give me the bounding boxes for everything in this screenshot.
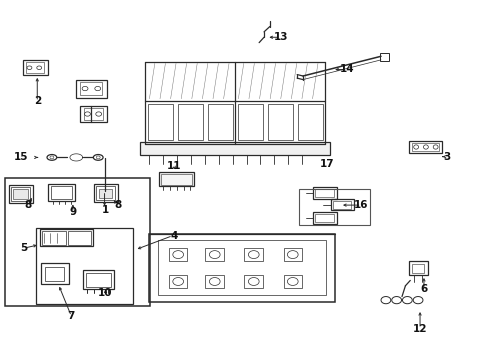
Text: 8: 8 [114,200,121,210]
Text: 10: 10 [98,288,113,298]
Bar [140,142,329,155]
Text: 14: 14 [339,64,353,74]
Text: 3: 3 [442,152,449,162]
Bar [168,248,187,261]
Bar [208,104,233,140]
Text: 5: 5 [20,243,28,253]
Bar [205,248,224,261]
Bar [244,275,263,288]
Bar [4,178,150,306]
Bar [299,189,369,225]
Bar [205,275,224,288]
Bar [160,174,192,185]
Bar [313,212,336,224]
Text: 9: 9 [69,207,76,217]
Bar [379,53,388,60]
Text: 15: 15 [14,152,28,162]
Bar [411,264,424,273]
Bar [83,108,103,120]
Bar [268,104,293,140]
Bar [99,189,112,198]
Text: 16: 16 [353,200,368,210]
Text: 6: 6 [420,284,427,294]
Bar [13,189,28,199]
Text: 4: 4 [170,231,177,240]
Bar [22,60,48,75]
Bar [76,80,106,98]
Text: 17: 17 [320,159,334,169]
Bar [82,270,114,289]
Bar [159,172,194,186]
Bar [408,261,427,275]
Text: 2: 2 [34,96,41,106]
Bar [315,189,333,197]
Bar [408,141,442,153]
Bar [411,143,438,151]
Bar [9,185,33,203]
Bar [315,215,333,222]
Text: 1: 1 [102,206,109,216]
Bar [178,104,203,140]
Bar [51,186,72,199]
Text: 7: 7 [67,311,75,321]
Bar [168,275,187,288]
Bar [40,229,93,246]
Bar [283,275,302,288]
Bar [80,106,107,122]
Bar [11,187,30,201]
Bar [148,104,173,140]
Bar [48,184,75,201]
Bar [330,199,353,211]
Bar [44,267,64,281]
Bar [68,231,91,245]
Bar [283,248,302,261]
Bar [80,82,102,95]
Bar [25,62,44,73]
Bar [238,104,263,140]
Bar [313,187,336,199]
Text: 13: 13 [273,32,288,41]
Bar [94,184,118,202]
Bar [244,248,263,261]
Bar [96,186,115,200]
Bar [41,263,69,284]
Text: 8: 8 [25,200,32,210]
Bar [332,201,350,209]
Bar [158,240,325,296]
Bar [36,228,133,304]
Bar [85,273,111,287]
Bar [298,104,323,140]
Text: 12: 12 [412,324,427,334]
Text: 11: 11 [166,161,181,171]
Bar [149,234,334,302]
Bar [41,231,66,245]
